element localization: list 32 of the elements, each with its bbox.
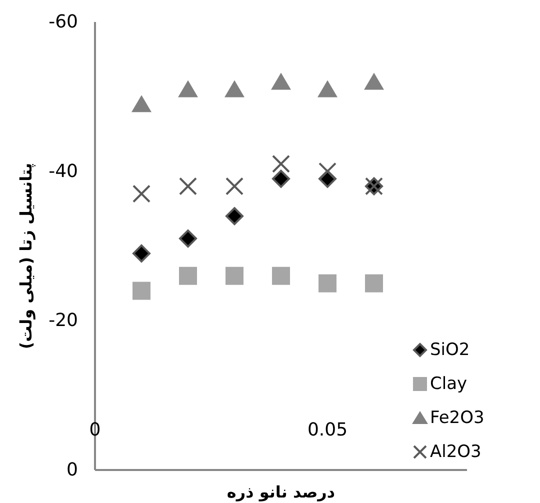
point xyxy=(318,274,336,292)
legend-label: Clay xyxy=(430,374,468,394)
legend-label: Al2O3 xyxy=(430,442,482,462)
point xyxy=(318,80,338,98)
point xyxy=(318,162,336,180)
legend-label: Fe2O3 xyxy=(430,408,484,428)
point xyxy=(272,266,290,285)
point xyxy=(179,230,197,248)
point xyxy=(179,266,197,285)
point xyxy=(224,80,244,98)
point xyxy=(179,177,197,196)
point xyxy=(132,95,152,112)
point xyxy=(178,80,198,98)
point xyxy=(365,274,383,292)
y-tick-label: -40 xyxy=(48,160,78,182)
y-tick-label: -60 xyxy=(48,12,78,32)
point xyxy=(226,207,244,226)
point xyxy=(226,177,244,196)
x-tick-label: 0.05 xyxy=(307,420,348,440)
point xyxy=(364,72,384,90)
point xyxy=(272,154,290,173)
y-tick-label: -20 xyxy=(48,310,78,332)
point xyxy=(132,244,150,262)
legend-label: SiO2 xyxy=(430,340,470,360)
point xyxy=(272,170,290,188)
x-axis-title: درصد نانو ذره xyxy=(226,482,336,502)
point xyxy=(226,266,244,285)
y-tick-label: 0 xyxy=(66,460,78,480)
point xyxy=(132,282,150,300)
point xyxy=(271,72,291,90)
point xyxy=(132,184,150,203)
y-axis-title: پتانسیل زتا (میلی ولت) xyxy=(16,162,36,350)
